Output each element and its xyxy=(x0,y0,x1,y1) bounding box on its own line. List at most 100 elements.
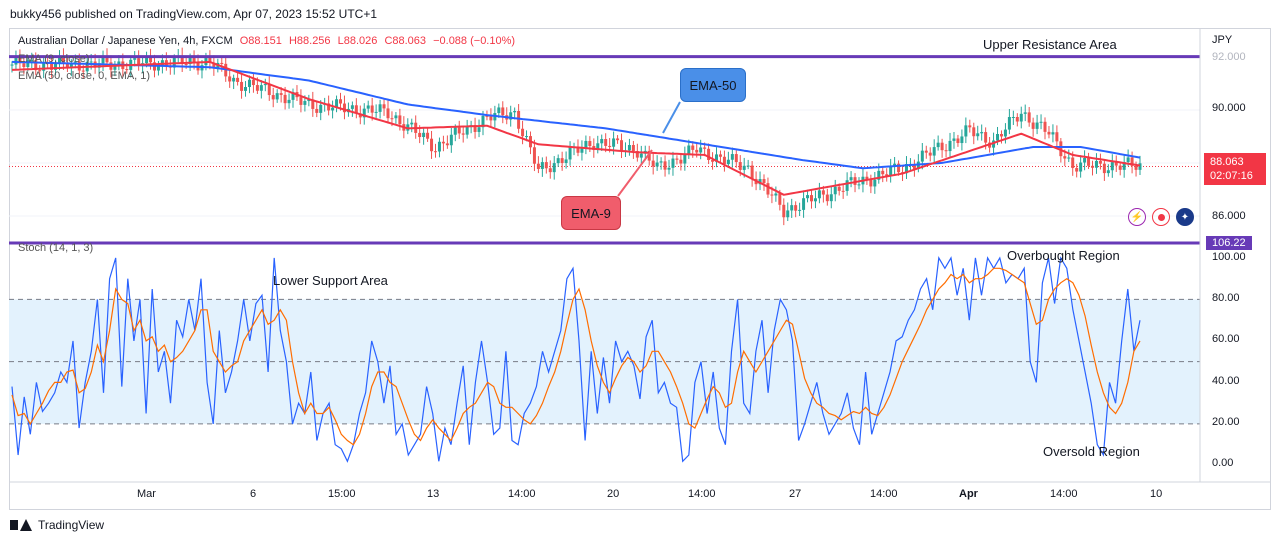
candle-body xyxy=(639,153,643,158)
candle-body xyxy=(885,174,889,177)
x-tick-1400-b: 14:00 xyxy=(688,488,716,500)
candle-body xyxy=(54,63,58,70)
candle-body xyxy=(366,105,370,109)
stoch-tick-80: 80.00 xyxy=(1212,292,1240,304)
candle-body xyxy=(576,146,580,153)
lightning-icon[interactable]: ⚡ xyxy=(1128,208,1146,226)
candle-body xyxy=(354,105,358,114)
candle-body xyxy=(279,93,283,95)
candle-body xyxy=(22,63,26,67)
candle-body xyxy=(69,62,73,69)
candle-body xyxy=(382,104,386,109)
x-tick-1400-a: 14:00 xyxy=(508,488,536,500)
candle-body xyxy=(596,143,600,151)
candle-body xyxy=(691,145,695,150)
candle-body xyxy=(730,154,734,160)
candle-body xyxy=(845,180,849,191)
candle-body xyxy=(1067,157,1071,159)
candle-body xyxy=(449,134,453,146)
candle-body xyxy=(220,62,224,64)
candle-body xyxy=(481,115,485,128)
candle-body xyxy=(972,127,976,137)
candle-body xyxy=(113,64,117,70)
candle-body xyxy=(501,107,505,116)
candle-body xyxy=(339,99,343,104)
stoch-tick-60: 60.00 xyxy=(1212,333,1240,345)
candle-body xyxy=(944,150,948,152)
candle-body xyxy=(857,184,861,186)
candle-body xyxy=(398,115,402,125)
candle-body xyxy=(873,179,877,187)
candle-body xyxy=(651,160,655,167)
candle-body xyxy=(247,79,251,88)
candle-body xyxy=(968,125,972,128)
candle-body xyxy=(635,151,639,158)
candle-body xyxy=(38,70,42,72)
candle-body xyxy=(1007,117,1011,130)
candle-body xyxy=(1110,162,1114,171)
candle-body xyxy=(734,154,738,163)
candle-body xyxy=(869,179,873,187)
overbought-label: Overbought Region xyxy=(1007,248,1120,263)
candle-body xyxy=(461,133,465,135)
candle-body xyxy=(133,58,137,60)
candle-body xyxy=(703,147,707,149)
candle-body xyxy=(604,139,608,146)
candle-body xyxy=(117,61,121,65)
candle-body xyxy=(1122,162,1126,170)
stoch-legend[interactable]: Stoch (14, 1, 3) xyxy=(18,242,94,254)
ema50-legend[interactable]: EMA (50, close, 0, EMA, 1) xyxy=(18,70,151,82)
flag-icon[interactable]: ✦ xyxy=(1176,208,1194,226)
x-tick-1400-d: 14:00 xyxy=(1050,488,1078,500)
candle-body xyxy=(418,132,422,138)
candle-body xyxy=(924,150,928,153)
y-tick-top: 92.000 xyxy=(1212,51,1246,63)
candle-body xyxy=(1087,158,1091,166)
candle-body xyxy=(232,77,236,82)
symbol-legend[interactable]: Australian Dollar / Japanese Yen, 4h, FX… xyxy=(18,35,515,47)
candle-body xyxy=(1011,116,1015,118)
candle-body xyxy=(853,177,857,185)
candle-body xyxy=(18,57,22,64)
candle-body xyxy=(422,132,426,138)
candle-body xyxy=(73,61,77,63)
candle-body xyxy=(865,176,869,180)
candle-body xyxy=(742,165,746,170)
x-tick-1500: 15:00 xyxy=(328,488,356,500)
candle-body xyxy=(275,93,279,100)
footer: TradingView xyxy=(10,518,104,532)
record-icon[interactable] xyxy=(1152,208,1170,226)
candle-body xyxy=(600,139,604,144)
stoch-k-line xyxy=(11,256,1141,463)
ema9-legend[interactable]: EMA (9, close) xyxy=(18,53,90,65)
candle-body xyxy=(928,152,932,156)
ohlc-high: H88.256 xyxy=(288,35,331,47)
candle-body xyxy=(1098,160,1102,164)
candle-body xyxy=(358,113,362,118)
x-tick-apr: Apr xyxy=(959,488,978,500)
candle-body xyxy=(532,147,536,164)
candle-body xyxy=(1003,129,1007,137)
candle-body xyxy=(410,122,414,125)
candle-body xyxy=(1118,165,1122,170)
candle-body xyxy=(904,164,908,174)
ema50-callout-pointer xyxy=(662,101,681,134)
last-price-tag: 88.063 02:07:16 xyxy=(1204,153,1266,185)
candle-body xyxy=(762,179,766,184)
candle-body xyxy=(1059,141,1063,157)
candle-body xyxy=(1126,157,1130,163)
candle-body xyxy=(125,69,129,71)
last-price-value: 88.063 xyxy=(1210,156,1244,168)
stoch-tick-0: 0.00 xyxy=(1212,457,1234,469)
y-tick-86: 86.000 xyxy=(1212,210,1246,222)
candle-body xyxy=(817,190,821,199)
candle-body xyxy=(750,165,754,179)
candle-body xyxy=(378,104,382,112)
candle-body xyxy=(426,132,430,139)
candle-body xyxy=(1035,122,1039,129)
candle-body xyxy=(952,138,956,141)
publisher-line: bukky456 published on TradingView.com, A… xyxy=(10,7,378,21)
stoch-tick-100: 100.00 xyxy=(1212,251,1246,263)
candle-body xyxy=(889,166,893,177)
